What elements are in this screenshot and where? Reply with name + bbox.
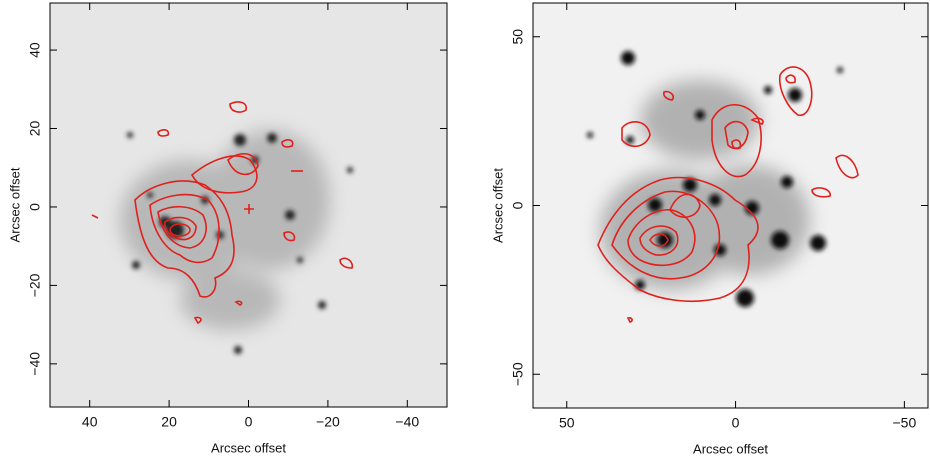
left-image	[50, 3, 447, 407]
y-axis-label: Arcsec offset	[490, 168, 505, 243]
x-tick-label: −20	[316, 414, 340, 430]
x-axis-label: Arcsec offset	[211, 440, 286, 455]
y-tick-label: 50	[510, 29, 526, 45]
y-tick-label: −50	[510, 362, 526, 386]
x-tick-label: −40	[395, 414, 419, 430]
x-tick-label: −50	[892, 415, 916, 431]
y-tick-label: 40	[27, 42, 43, 58]
x-tick-label: 0	[732, 415, 740, 431]
y-axis-label: Arcsec offset	[7, 167, 22, 242]
y-tick-label: 0	[510, 201, 526, 209]
y-tick-label: 0	[27, 203, 43, 211]
x-tick-label: 50	[559, 415, 575, 431]
x-tick-label: 40	[82, 414, 98, 430]
contours	[91, 101, 354, 325]
y-tick-label: −40	[27, 352, 43, 376]
y-tick-label: −20	[27, 273, 43, 297]
x-tick-label: 0	[245, 414, 253, 430]
x-tick-label: 20	[161, 414, 177, 430]
y-tick-label: 20	[27, 121, 43, 137]
contours	[597, 66, 859, 323]
x-axis-label: Arcsec offset	[693, 441, 768, 456]
right-image	[533, 3, 928, 408]
